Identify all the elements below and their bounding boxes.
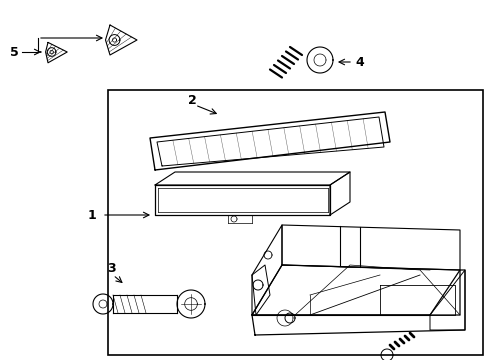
Text: 5: 5 (10, 45, 19, 59)
Text: 3: 3 (107, 261, 116, 274)
Text: 2: 2 (187, 94, 196, 107)
Text: 1: 1 (87, 208, 96, 221)
Text: 4: 4 (355, 55, 364, 68)
Bar (108, 90, 482, 355)
